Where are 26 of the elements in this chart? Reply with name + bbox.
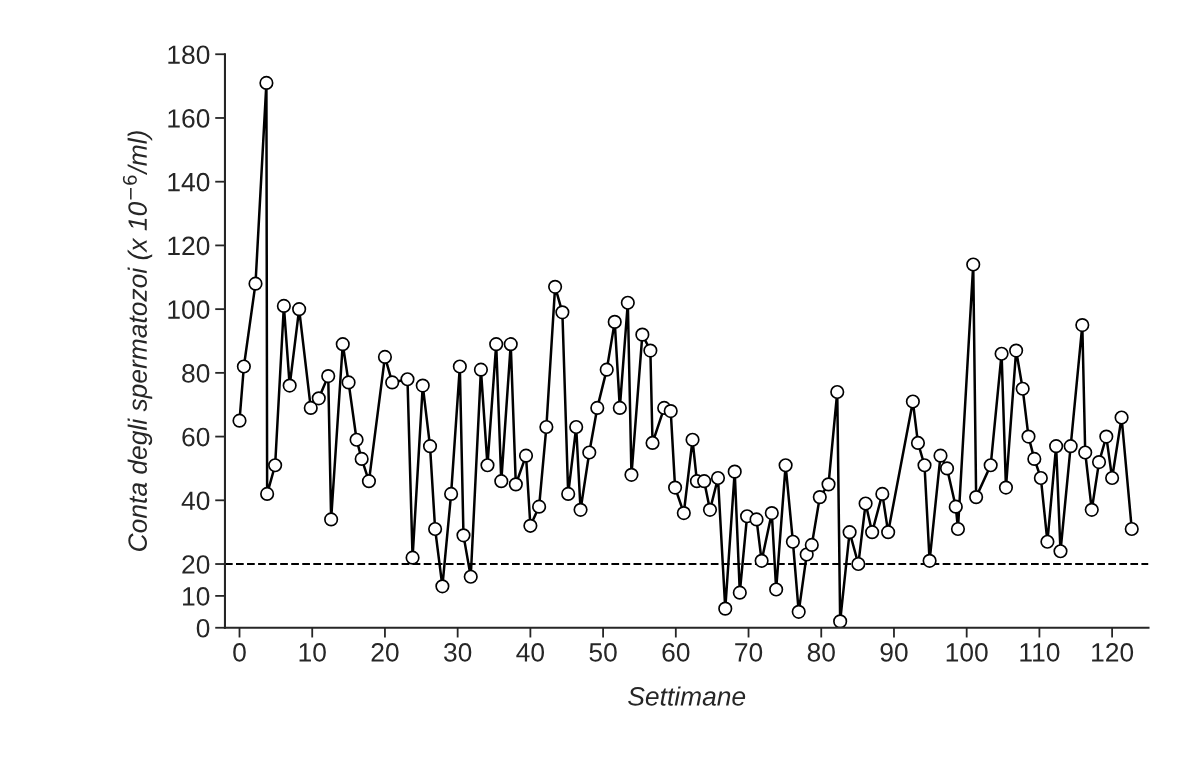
y-tick-label: 10 xyxy=(183,587,210,606)
y-tick-label: 160 xyxy=(168,109,210,128)
x-tick-label: 80 xyxy=(807,643,835,662)
x-tick-label: 0 xyxy=(233,643,246,662)
x-tick-label: 10 xyxy=(299,643,326,662)
x-tick-label: 70 xyxy=(735,643,763,662)
y-tick-label: 0 xyxy=(196,618,210,638)
x-tick-label: 100 xyxy=(946,643,988,662)
y-tick-label: 20 xyxy=(182,555,210,574)
y-tick-label: 40 xyxy=(181,491,210,511)
x-tick-label: 110 xyxy=(1020,643,1060,662)
y-tick-label: 140 xyxy=(168,172,210,192)
y-tick-label: 60 xyxy=(182,427,210,447)
x-tick-label: 40 xyxy=(516,643,545,662)
x-tick-label: 60 xyxy=(662,643,690,662)
y-tick-label: 120 xyxy=(168,236,210,256)
y-axis-title: Conta degli spermatozoi (x 10$^{−6}$/ml) xyxy=(122,131,153,551)
y-tick-label: 100 xyxy=(168,300,210,319)
x-tick-label: 20 xyxy=(371,643,399,662)
x-tick-label: 90 xyxy=(880,643,908,662)
x-tick-label: 30 xyxy=(443,643,472,662)
x-tick-label: 120 xyxy=(1092,643,1134,662)
y-tick-label: 180 xyxy=(168,45,210,65)
x-axis-title: Settimane xyxy=(628,686,746,706)
y-tick-label: 80 xyxy=(182,364,210,383)
x-tick-label: 50 xyxy=(589,643,617,662)
